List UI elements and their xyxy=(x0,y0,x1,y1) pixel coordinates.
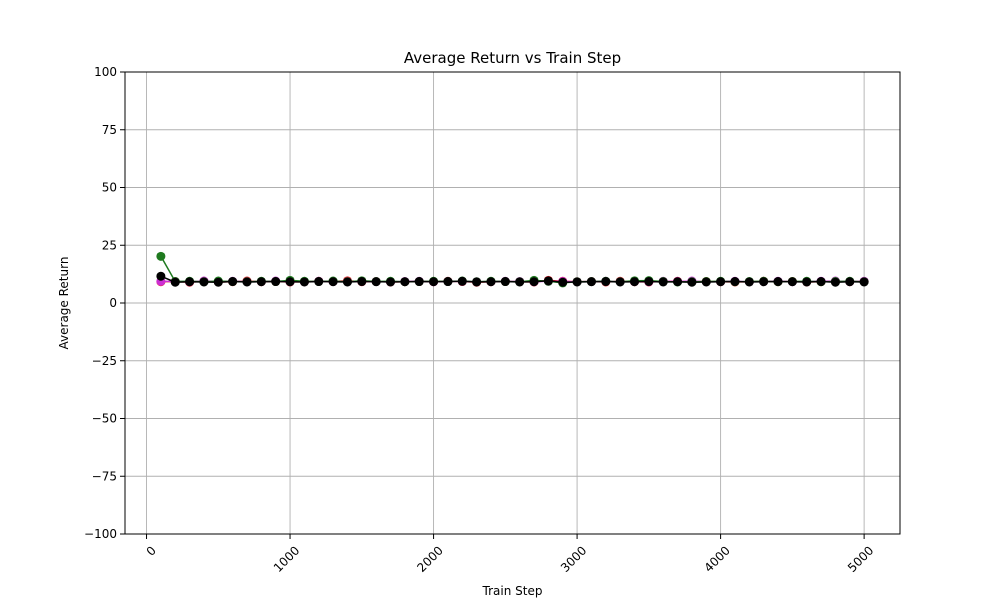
chart-title: Average Return vs Train Step xyxy=(404,49,621,67)
data-point xyxy=(500,277,510,287)
data-point xyxy=(830,277,840,287)
data-point xyxy=(759,277,769,287)
grid xyxy=(125,71,900,535)
data-point xyxy=(859,277,869,287)
y-tick-label: −25 xyxy=(92,354,117,368)
data-point xyxy=(716,277,726,287)
data-point xyxy=(558,277,568,287)
y-tick-label: 50 xyxy=(102,181,117,195)
data-point xyxy=(486,277,496,287)
y-tick-label: −75 xyxy=(92,469,117,483)
data-point xyxy=(156,251,166,261)
data-point xyxy=(744,277,754,287)
data-point xyxy=(644,277,654,287)
data-point xyxy=(586,277,596,287)
data-point xyxy=(802,277,812,287)
series-layer xyxy=(156,251,869,288)
data-point xyxy=(457,276,467,286)
data-point xyxy=(371,277,381,287)
data-point xyxy=(673,277,683,287)
y-tick-label: 25 xyxy=(102,238,117,252)
data-point xyxy=(615,277,625,287)
data-point xyxy=(256,277,266,287)
data-point xyxy=(285,277,295,287)
data-point xyxy=(658,277,668,287)
data-point xyxy=(386,277,396,287)
data-point xyxy=(572,277,582,287)
data-point xyxy=(199,277,209,287)
data-point xyxy=(242,277,252,287)
data-point xyxy=(414,277,424,287)
y-tick-label: −100 xyxy=(84,527,117,541)
y-tick-label: 100 xyxy=(94,65,117,79)
data-point xyxy=(213,277,223,287)
y-tick-label: 0 xyxy=(109,296,117,310)
data-point xyxy=(515,277,525,287)
data-point xyxy=(773,277,783,287)
series-4 xyxy=(156,271,869,287)
data-point xyxy=(701,277,711,287)
y-tick-label: −50 xyxy=(92,412,117,426)
data-point xyxy=(845,277,855,287)
data-point xyxy=(228,277,238,287)
data-point xyxy=(156,271,166,281)
y-tick-label: 75 xyxy=(102,123,117,137)
data-point xyxy=(429,277,439,287)
data-point xyxy=(787,277,797,287)
y-axis-label: Average Return xyxy=(57,257,71,350)
data-point xyxy=(730,277,740,287)
data-point xyxy=(400,277,410,287)
data-point xyxy=(543,276,553,286)
data-point xyxy=(170,277,180,287)
data-point xyxy=(687,277,697,287)
data-point xyxy=(443,277,453,287)
data-point xyxy=(629,277,639,287)
data-point xyxy=(342,277,352,287)
data-point xyxy=(529,277,539,287)
data-point xyxy=(314,277,324,287)
x-axis-label: Train Step xyxy=(482,584,543,598)
data-point xyxy=(357,277,367,287)
data-point xyxy=(271,277,281,287)
data-point xyxy=(299,277,309,287)
data-point xyxy=(816,277,826,287)
data-point xyxy=(328,277,338,287)
data-point xyxy=(472,277,482,287)
data-point xyxy=(185,277,195,287)
data-point xyxy=(601,277,611,287)
